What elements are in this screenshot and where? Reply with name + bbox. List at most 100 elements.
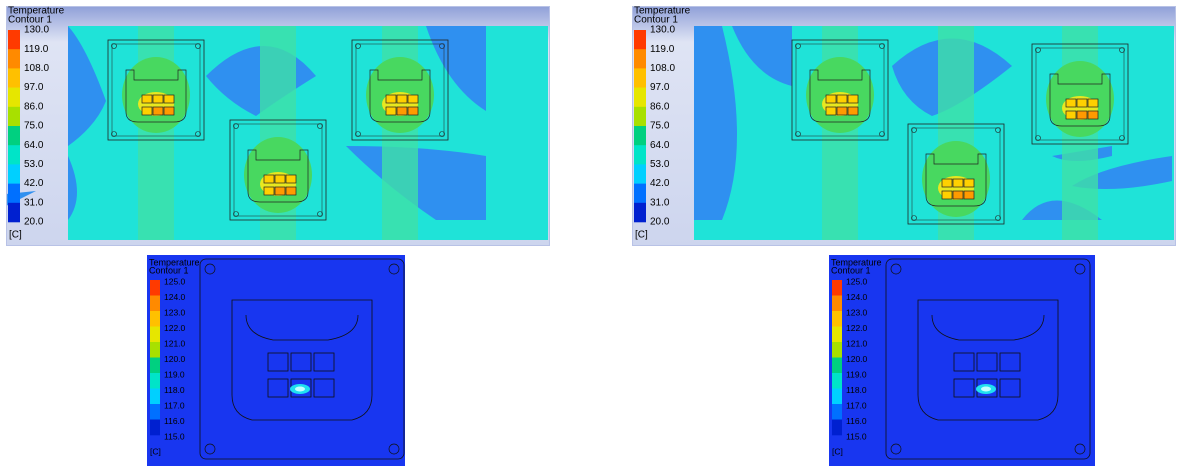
screw-hole — [439, 131, 445, 137]
colorbar-band — [8, 106, 20, 127]
chip — [825, 94, 837, 104]
legend-label: 108.0 — [650, 63, 675, 74]
legend-label: 86.0 — [24, 101, 44, 112]
chip — [385, 94, 397, 104]
screw-hole — [439, 43, 445, 49]
module-outline — [907, 123, 1005, 225]
legend-label: 117.0 — [164, 400, 185, 410]
hot-spot-core — [981, 386, 991, 392]
colorbar-band — [832, 357, 842, 374]
colorbar-band — [832, 326, 842, 343]
colorbar-band — [832, 404, 842, 420]
heatsink-outline — [925, 153, 987, 207]
screw-hole — [995, 215, 1001, 221]
module-outline — [1031, 43, 1129, 145]
chip-outline — [267, 378, 289, 398]
legend-title: Temperature — [8, 6, 65, 17]
screw-hole — [388, 263, 400, 275]
module-outline — [355, 43, 445, 137]
chip — [274, 174, 286, 184]
chip — [152, 94, 164, 104]
legend-label: 75.0 — [24, 121, 44, 132]
colorbar-band — [8, 145, 20, 165]
legend-label: 117.0 — [846, 400, 867, 410]
chip — [274, 186, 286, 196]
legend-label: 130.0 — [650, 25, 675, 36]
screw-hole — [911, 127, 917, 133]
legend-subtitle: Contour 1 — [831, 265, 871, 275]
screw-hole — [1035, 47, 1041, 53]
chip — [847, 94, 859, 104]
colorbar-band — [634, 126, 646, 146]
chip — [141, 94, 153, 104]
screw-hole — [795, 131, 801, 137]
cool-region — [694, 26, 737, 220]
screw-hole — [1074, 263, 1086, 275]
legend-label: 125.0 — [164, 276, 186, 286]
chip — [1065, 110, 1077, 120]
colorbar-band — [150, 311, 160, 327]
legend-label: 125.0 — [846, 276, 868, 286]
legend-label: 123.0 — [164, 307, 186, 317]
legend-label: 116.0 — [846, 416, 867, 426]
module-outline — [1035, 47, 1125, 141]
colorbar-band — [8, 126, 20, 146]
legend-label: 31.0 — [24, 197, 44, 208]
screw-hole — [355, 43, 361, 49]
colorbar-band — [150, 404, 160, 420]
legend-label: 97.0 — [24, 82, 44, 93]
legend-label: 53.0 — [24, 159, 44, 170]
heatsink-outline — [809, 69, 871, 123]
colorbar-band — [8, 164, 20, 184]
legend-label: 75.0 — [650, 121, 670, 132]
cool-region — [732, 26, 792, 86]
legend-unit: [C] — [9, 230, 22, 241]
chip-outline — [313, 378, 335, 398]
chip-outline — [953, 352, 975, 372]
chip — [385, 106, 397, 116]
legend-title: Temperature — [149, 257, 200, 267]
screw-hole — [233, 211, 239, 217]
chip — [285, 174, 297, 184]
legend-label: 123.0 — [846, 307, 868, 317]
screw-hole — [879, 43, 885, 49]
chip — [836, 94, 848, 104]
chip — [941, 190, 953, 200]
screw-hole — [890, 263, 902, 275]
colorbar-band — [832, 311, 842, 327]
legend-label: 124.0 — [846, 292, 868, 302]
legend-label: 20.0 — [24, 217, 44, 228]
legend-label: 64.0 — [24, 140, 44, 151]
chip — [1065, 98, 1077, 108]
chip-outline — [267, 352, 289, 372]
legend-title: Temperature — [831, 257, 882, 267]
heatsink-outline — [247, 149, 309, 203]
colorbar-band — [150, 357, 160, 374]
legend-subtitle: Contour 1 — [8, 15, 52, 26]
chip-outline — [999, 378, 1021, 398]
legend-label: 31.0 — [650, 197, 670, 208]
hot-spot-core — [295, 386, 305, 392]
heatsink-outline — [369, 69, 431, 123]
colorbar-band — [634, 164, 646, 184]
legend-label: 42.0 — [650, 178, 670, 189]
legend-label: 122.0 — [846, 323, 868, 333]
colorbar-band — [634, 106, 646, 127]
legend-label: 119.0 — [164, 369, 185, 379]
frame-border — [632, 6, 1176, 246]
legend-title: Temperature — [634, 6, 691, 17]
legend-label: 86.0 — [650, 101, 670, 112]
module-outline — [111, 43, 201, 137]
chip — [263, 186, 275, 196]
legend-label: 122.0 — [164, 323, 186, 333]
chip-outline — [313, 352, 335, 372]
colorbar-band — [832, 295, 842, 312]
colorbar-band — [634, 87, 646, 108]
legend-label: 42.0 — [24, 178, 44, 189]
chip — [1087, 98, 1099, 108]
cool-region — [426, 26, 486, 111]
screw-hole — [317, 123, 323, 129]
